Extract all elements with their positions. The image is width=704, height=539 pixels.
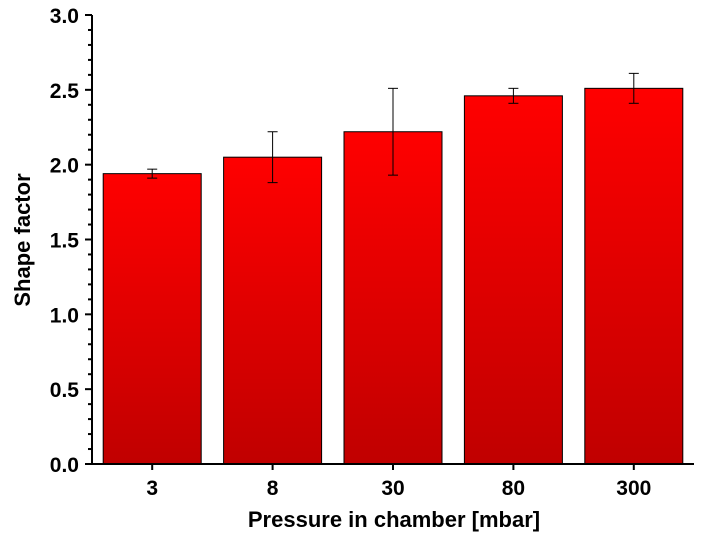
y-tick-label-2.0: 2.0 [50, 155, 79, 178]
x-tick-label-30: 30 [381, 477, 404, 500]
y-ticks-layer: 0.0 0.5 1.0 1.5 2.0 2.5 3.0 [50, 5, 92, 477]
bars-layer [102, 87, 684, 465]
y-tick-label-1.0: 1.0 [50, 304, 79, 327]
bar-8 [223, 156, 323, 465]
error-bars-layer [147, 72, 639, 184]
x-tick-label-3: 3 [146, 477, 158, 500]
x-tick-label-80: 80 [502, 477, 525, 500]
bar-300 [584, 87, 684, 465]
x-tick-label-8: 8 [267, 477, 279, 500]
y-tick-label-3.0: 3.0 [50, 5, 79, 28]
bar-30 [343, 131, 443, 465]
y-tick-label-0.0: 0.0 [50, 454, 79, 477]
y-axis-label: Shape factor [10, 173, 35, 307]
x-ticks-layer: 3 8 30 80 300 [146, 464, 651, 500]
y-tick-label-2.5: 2.5 [50, 80, 80, 103]
x-axis-label: Pressure in chamber [mbar] [248, 507, 540, 532]
x-tick-label-300: 300 [616, 477, 651, 500]
bar-3 [102, 173, 202, 465]
y-tick-label-1.5: 1.5 [50, 230, 80, 253]
y-tick-label-0.5: 0.5 [50, 379, 80, 402]
bar-80 [463, 95, 563, 465]
